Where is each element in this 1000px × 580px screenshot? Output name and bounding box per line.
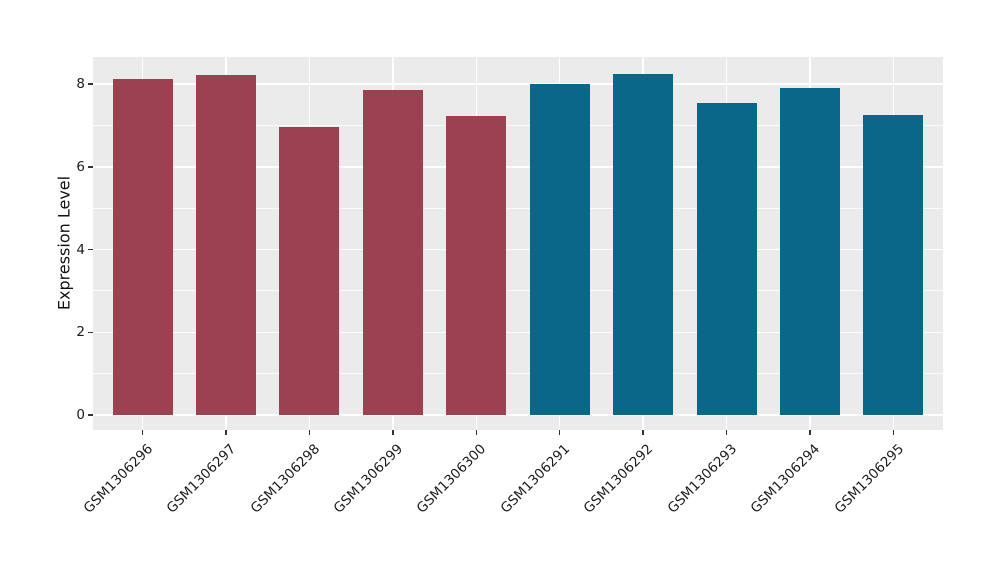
major-gridline [93, 166, 943, 168]
bar-GSM1306295 [863, 114, 924, 415]
bar-GSM1306298 [279, 126, 340, 415]
major-gridline [93, 83, 943, 85]
x-tick-mark [809, 430, 811, 435]
bar-GSM1306291 [529, 84, 590, 415]
x-tick-mark [141, 430, 144, 435]
bar-GSM1306296 [112, 79, 173, 415]
minor-gridline [93, 124, 943, 126]
bar-GSM1306300 [446, 116, 507, 415]
x-tick-mark [725, 430, 728, 435]
y-tick-mark [88, 248, 93, 251]
bar-GSM1306294 [779, 88, 840, 415]
y-tick-mark [88, 414, 93, 416]
plot-area [93, 57, 943, 430]
x-tick-label: GSM1306292 [580, 441, 657, 517]
x-tick-label: GSM1306295 [831, 441, 907, 517]
x-tick-label: GSM1306297 [163, 441, 240, 517]
bar-GSM1306297 [196, 75, 257, 415]
x-tick-label: GSM1306299 [330, 441, 407, 517]
x-tick-mark [475, 430, 478, 435]
y-tick-mark [88, 83, 93, 85]
x-tick-label: GSM1306294 [747, 441, 824, 517]
x-tick-mark [308, 430, 311, 435]
x-tick-mark [642, 430, 644, 435]
major-gridline [93, 248, 943, 251]
y-tick-label: 2 [76, 324, 85, 341]
bar-GSM1306293 [696, 102, 757, 415]
x-tick-mark [558, 430, 561, 435]
bar-GSM1306299 [362, 89, 423, 415]
major-gridline [93, 414, 943, 416]
minor-gridline [93, 290, 943, 292]
minor-gridline [93, 373, 943, 375]
y-tick-label: 4 [76, 241, 85, 258]
y-tick-label: 6 [76, 158, 85, 175]
y-tick-label: 8 [76, 76, 85, 92]
y-tick-label: 0 [76, 407, 85, 423]
minor-gridline [93, 207, 943, 209]
major-gridline [93, 331, 943, 333]
x-tick-label: GSM1306300 [414, 441, 490, 517]
x-tick-label: GSM1306298 [247, 441, 323, 517]
x-tick-label: GSM1306293 [664, 441, 740, 517]
x-tick-label: GSM1306296 [80, 441, 156, 517]
x-tick-label: GSM1306291 [497, 441, 574, 517]
bar-GSM1306292 [613, 74, 674, 415]
x-tick-mark [225, 430, 227, 435]
x-tick-mark [892, 430, 895, 435]
y-tick-mark [88, 331, 93, 333]
x-tick-mark [392, 430, 394, 435]
y-tick-mark [88, 166, 93, 168]
